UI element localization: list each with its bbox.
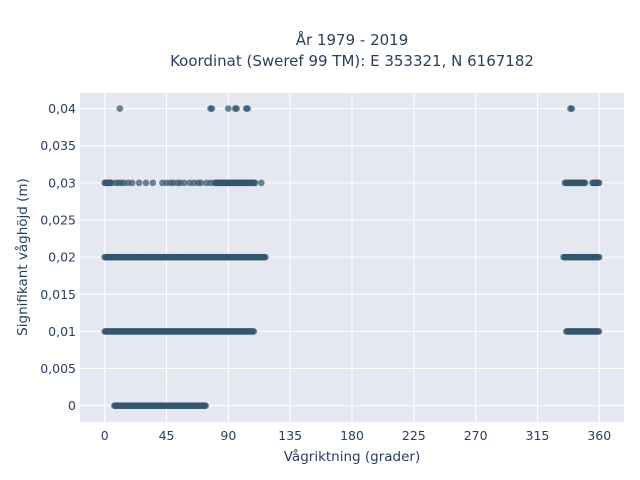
grid-lines xyxy=(80,93,624,422)
y-tick-label: 0,01 xyxy=(48,324,76,339)
data-point xyxy=(258,179,265,187)
chart-title-line2: Koordinat (Sweref 99 TM): E 353321, N 61… xyxy=(170,52,534,70)
data-point xyxy=(244,105,251,112)
x-tick-label: 90 xyxy=(220,428,236,443)
y-tick-label: 0,035 xyxy=(40,138,76,153)
data-point xyxy=(149,179,157,187)
data-point xyxy=(128,179,136,187)
y-axis-ticks: 0 0,005 0,01 0,015 0,02 0,025 0,03 0,035 0,04 xyxy=(40,101,76,413)
data-point xyxy=(135,179,143,187)
data-point xyxy=(595,179,603,187)
data-point xyxy=(208,105,216,112)
y-tick-label: 0,015 xyxy=(40,287,76,302)
data-point xyxy=(207,179,214,187)
data-point xyxy=(202,402,209,409)
x-tick-label: 315 xyxy=(526,428,550,443)
y-tick-label: 0,005 xyxy=(40,361,76,376)
x-tick-label: 0 xyxy=(101,428,109,443)
data-point xyxy=(251,179,259,187)
x-tick-label: 180 xyxy=(340,428,364,443)
data-point xyxy=(581,179,589,187)
data-point xyxy=(595,328,603,335)
data-point xyxy=(142,179,150,187)
chart-title-line1: År 1979 - 2019 xyxy=(296,30,409,49)
y-tick-label: 0,04 xyxy=(48,101,76,116)
x-tick-label: 360 xyxy=(587,428,611,443)
data-point xyxy=(595,253,603,261)
data-point xyxy=(116,105,124,112)
data-point xyxy=(262,253,269,261)
data-point xyxy=(250,328,258,335)
y-axis-title: Signifikant våghöjd (m) xyxy=(14,178,31,336)
y-tick-label: 0,02 xyxy=(48,250,76,265)
x-axis-ticks: 0 45 90 135 180 225 270 315 360 xyxy=(101,428,611,443)
x-tick-label: 45 xyxy=(159,428,175,443)
y-tick-label: 0,03 xyxy=(48,175,76,190)
data-point xyxy=(568,105,576,112)
data-point xyxy=(181,179,188,187)
y-tick-label: 0,025 xyxy=(40,212,76,227)
data-point xyxy=(233,105,240,112)
x-tick-label: 135 xyxy=(278,428,302,443)
data-point xyxy=(197,179,205,187)
y-tick-label: 0 xyxy=(68,398,76,413)
data-points xyxy=(101,105,603,409)
x-tick-label: 225 xyxy=(402,428,426,443)
x-axis-title: Vågriktning (grader) xyxy=(284,448,421,465)
x-tick-label: 270 xyxy=(464,428,488,443)
data-point xyxy=(225,105,232,112)
